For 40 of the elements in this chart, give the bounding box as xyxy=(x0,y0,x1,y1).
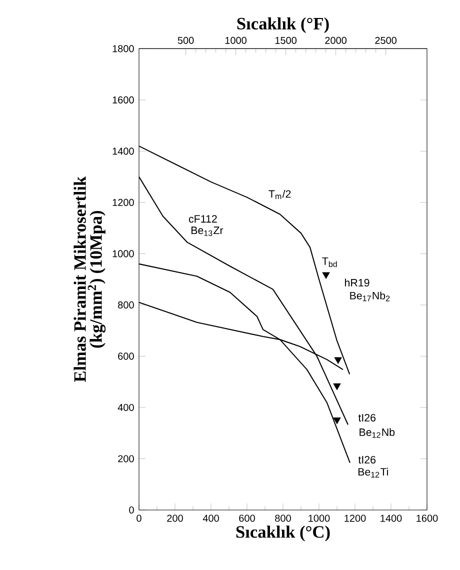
y-tick-label: 1800 xyxy=(112,45,134,52)
annotation: hR19 xyxy=(345,278,370,286)
annotation: Be$_{17}$Nb$_{2}$ xyxy=(350,292,390,302)
annotation: Be$_{12}$Nb xyxy=(360,428,395,438)
annotation: Be$_{12}$Ti xyxy=(358,468,388,478)
point xyxy=(322,272,330,279)
x-tick-label: 400 xyxy=(202,514,219,522)
x2-tick-label: 1000 xyxy=(225,36,247,44)
x2-tick-label: 2500 xyxy=(375,36,397,44)
y-tick-label: 200 xyxy=(118,455,134,462)
y-tick-label: 400 xyxy=(118,404,134,412)
y-tick-label: 800 xyxy=(118,301,134,309)
x-tick-label: 1600 xyxy=(416,514,438,522)
x2-tick-label: 1500 xyxy=(275,36,297,44)
y-tick-label: 600 xyxy=(118,352,134,360)
x-tick-label: 200 xyxy=(167,514,183,522)
x2-tick-label: 2000 xyxy=(325,36,347,44)
y-tick-label: 0 xyxy=(129,506,134,514)
x2-tick-label: 500 xyxy=(178,36,194,44)
x-tick-label: 1200 xyxy=(344,514,366,522)
x-tick-label: 800 xyxy=(275,514,291,522)
y-tick-label: 1400 xyxy=(112,148,134,155)
x-axis-title: Sıcaklık (°C) xyxy=(236,526,330,542)
x2-axis-title: Sıcaklık (°F) xyxy=(237,17,329,34)
annotation: Be$_{13}$Zr xyxy=(192,226,224,236)
y-tick-label: 1000 xyxy=(112,250,134,258)
point xyxy=(333,383,341,390)
y-tick-label: 1200 xyxy=(112,198,134,206)
x-tick-label: 600 xyxy=(239,514,255,522)
annotation: T$_{m}$/2 xyxy=(268,190,291,199)
point xyxy=(333,418,341,424)
annotation: T$_{bd}$ xyxy=(322,257,337,268)
x-tick-label: 0 xyxy=(136,514,142,522)
annotation: tI26 xyxy=(358,456,376,464)
x-tick-label: 1400 xyxy=(380,514,402,522)
x-tick-label: 1000 xyxy=(308,514,330,522)
y-tick-label: 1600 xyxy=(112,96,134,104)
annotation: cF112 xyxy=(188,215,217,223)
annotation: tI26 xyxy=(358,414,376,422)
point xyxy=(334,357,342,364)
